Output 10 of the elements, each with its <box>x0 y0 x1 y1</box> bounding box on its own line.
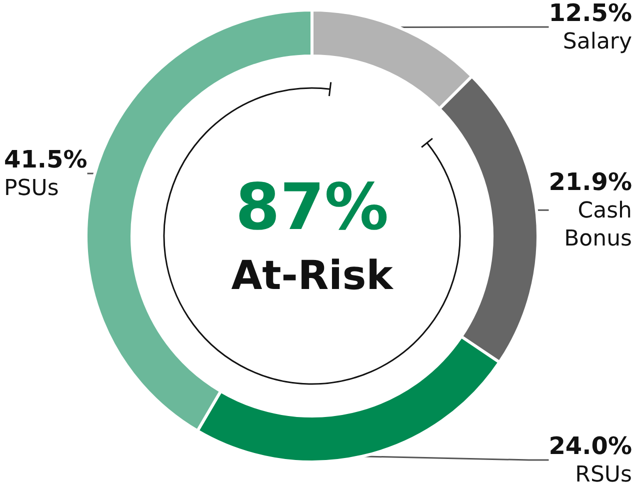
slice-label: Cash Bonus <box>564 198 632 252</box>
text: 87% <box>235 171 389 245</box>
data-label: 24.0% <box>548 432 632 460</box>
data-label: 21.9% <box>548 168 632 196</box>
data-label: 41.5% <box>4 146 88 174</box>
text: At-Risk <box>231 253 394 299</box>
slice-label: Salary <box>562 30 632 54</box>
slice-label: PSUs <box>4 176 59 201</box>
slice-label: RSUs <box>575 462 632 487</box>
data-label: 12.5% <box>548 0 632 27</box>
